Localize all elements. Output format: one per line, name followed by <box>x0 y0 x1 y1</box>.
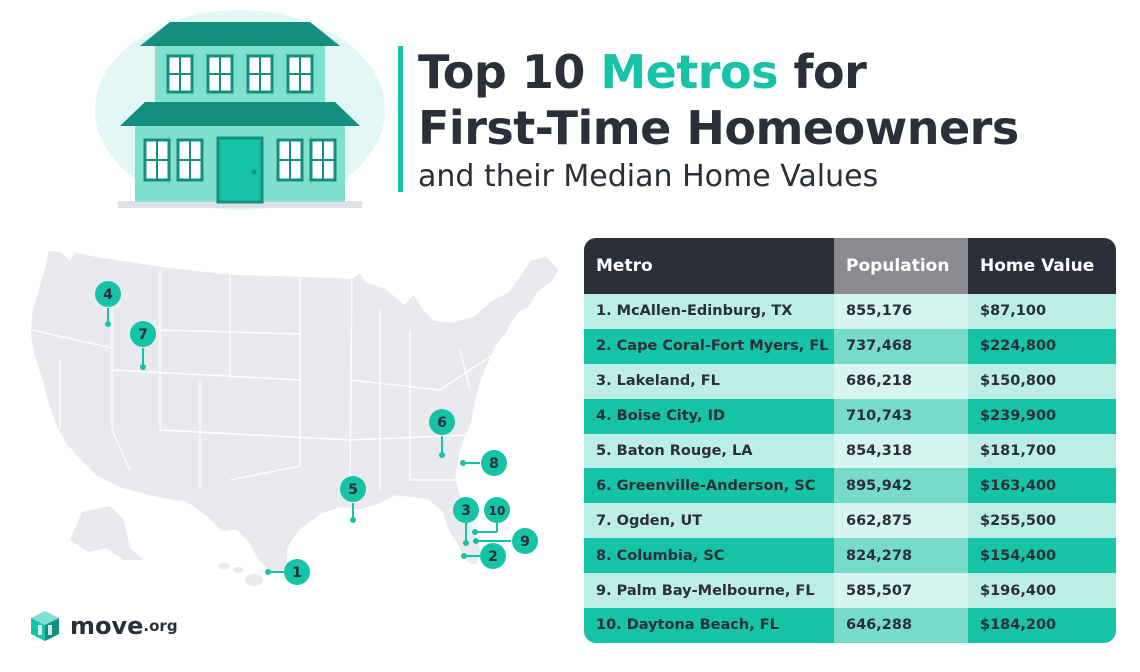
cell-home-value: $184,200 <box>968 608 1116 643</box>
cell-population: 585,507 <box>834 573 968 609</box>
cell-metro: 4. Boise City, ID <box>584 398 834 434</box>
cell-home-value: $224,800 <box>968 328 1116 364</box>
hawaii-outline <box>218 563 263 586</box>
cell-home-value: $154,400 <box>968 538 1116 574</box>
marker-8[interactable]: 8 <box>460 450 507 476</box>
metros-table: Metro Population Home Value 1. McAllen-E… <box>584 238 1116 643</box>
state-borders <box>31 270 501 491</box>
cell-metro: 8. Columbia, SC <box>584 538 834 574</box>
svg-text:7: 7 <box>138 327 148 343</box>
table-row: 1. McAllen-Edinburg, TX 855,176 $87,100 <box>584 294 1116 329</box>
page-subtitle: and their Median Home Values <box>418 159 879 194</box>
logo-tld: .org <box>143 617 178 635</box>
cell-population: 710,743 <box>834 398 968 434</box>
cell-population: 855,176 <box>834 294 968 329</box>
cell-home-value: $196,400 <box>968 573 1116 609</box>
cell-home-value: $255,500 <box>968 503 1116 539</box>
table-row: 2. Cape Coral-Fort Myers, FL 737,468 $22… <box>584 328 1116 364</box>
cell-home-value: $87,100 <box>968 294 1116 329</box>
cell-population: 686,218 <box>834 363 968 399</box>
cell-population: 895,942 <box>834 468 968 504</box>
cell-metro: 6. Greenville-Anderson, SC <box>584 468 834 504</box>
cell-metro: 3. Lakeland, FL <box>584 363 834 399</box>
cell-home-value: $163,400 <box>968 468 1116 504</box>
marker-3[interactable]: 3 <box>453 497 479 546</box>
svg-text:8: 8 <box>489 456 499 472</box>
alaska-outline <box>70 506 144 560</box>
cell-home-value: $181,700 <box>968 433 1116 469</box>
page-title-line-2: First-Time Homeowners <box>418 101 1019 155</box>
marker-6[interactable]: 6 <box>429 409 455 458</box>
cell-metro: 1. McAllen-Edinburg, TX <box>584 294 834 329</box>
table-row: 3. Lakeland, FL 686,218 $150,800 <box>584 363 1116 399</box>
cell-population: 662,875 <box>834 503 968 539</box>
cell-metro: 9. Palm Bay-Melbourne, FL <box>584 573 834 609</box>
cell-metro: 10. Daytona Beach, FL <box>584 608 834 643</box>
title-accent-bar <box>398 46 403 192</box>
table-row: 6. Greenville-Anderson, SC 895,942 $163,… <box>584 468 1116 504</box>
cell-population: 646,288 <box>834 608 968 643</box>
marker-1[interactable]: 1 <box>265 559 310 585</box>
marker-4[interactable]: 4 <box>95 281 121 327</box>
svg-text:10: 10 <box>489 504 506 518</box>
column-header-metro: Metro <box>584 238 834 294</box>
marker-5[interactable]: 5 <box>340 476 366 523</box>
svg-text:2: 2 <box>488 549 498 565</box>
table-row: 5. Baton Rouge, LA 854,318 $181,700 <box>584 433 1116 469</box>
marker-7[interactable]: 7 <box>130 321 156 370</box>
us-map: 4 7 6 8 5 3 <box>0 230 580 610</box>
table-header-row: Metro Population Home Value <box>584 238 1116 294</box>
house-illustration <box>95 10 385 210</box>
marker-9[interactable]: 9 <box>473 528 538 554</box>
page-title-line-1: Top 10 Metros for <box>418 45 867 99</box>
cell-home-value: $239,900 <box>968 398 1116 434</box>
marker-10[interactable]: 10 <box>472 497 510 535</box>
svg-text:4: 4 <box>103 287 113 303</box>
cell-population: 737,468 <box>834 328 968 364</box>
table-row: 4. Boise City, ID 710,743 $239,900 <box>584 398 1116 434</box>
move-cube-icon <box>31 611 59 641</box>
table-row: 10. Daytona Beach, FL 646,288 $184,200 <box>584 608 1116 643</box>
svg-text:5: 5 <box>348 482 358 498</box>
column-header-population: Population <box>834 238 968 294</box>
cell-population: 854,318 <box>834 433 968 469</box>
cell-population: 824,278 <box>834 538 968 574</box>
cell-metro: 7. Ogden, UT <box>584 503 834 539</box>
column-header-home-value: Home Value <box>968 238 1116 294</box>
table-row: 8. Columbia, SC 824,278 $154,400 <box>584 538 1116 574</box>
logo-wordmark: move <box>70 612 144 640</box>
table-row: 7. Ogden, UT 662,875 $255,500 <box>584 503 1116 539</box>
cell-home-value: $150,800 <box>968 363 1116 399</box>
us-map-graphic: 4 7 6 8 5 3 <box>29 249 561 586</box>
title-block: Top 10 Metros for First-Time Homeowners … <box>398 44 1098 198</box>
svg-text:1: 1 <box>292 565 302 581</box>
cell-metro: 2. Cape Coral-Fort Myers, FL <box>584 328 834 364</box>
svg-text:3: 3 <box>461 503 471 519</box>
marker-2[interactable]: 2 <box>461 543 506 569</box>
svg-text:6: 6 <box>437 415 447 431</box>
svg-text:9: 9 <box>520 534 530 550</box>
table-row: 9. Palm Bay-Melbourne, FL 585,507 $196,4… <box>584 573 1116 609</box>
move-org-logo[interactable]: move .org <box>28 608 178 644</box>
cell-metro: 5. Baton Rouge, LA <box>584 433 834 469</box>
